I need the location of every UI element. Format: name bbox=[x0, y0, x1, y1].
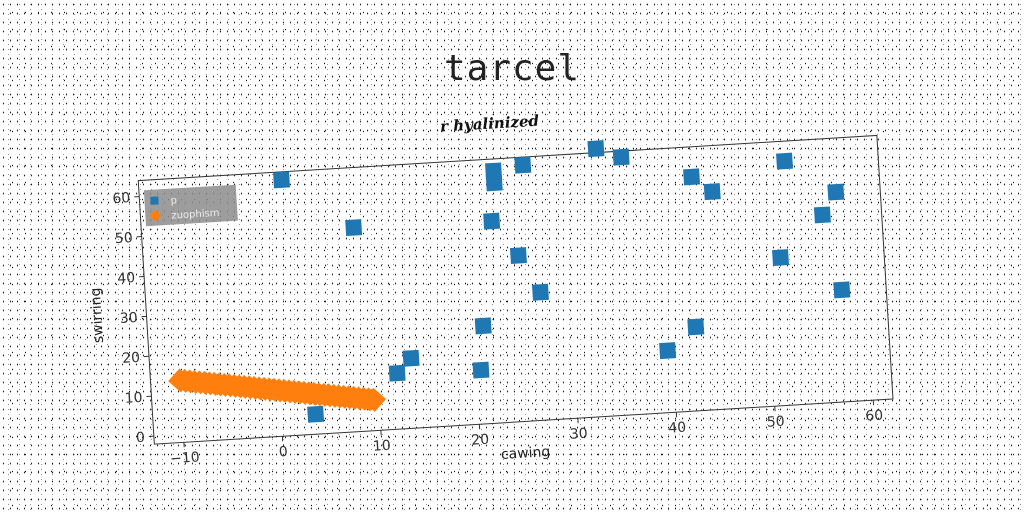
data-point bbox=[612, 148, 630, 166]
data-point bbox=[509, 247, 527, 265]
plot-frame bbox=[137, 134, 894, 445]
data-point bbox=[345, 219, 363, 237]
data-point bbox=[307, 405, 325, 423]
y-tick-label: 10 bbox=[124, 390, 143, 407]
data-point bbox=[683, 168, 701, 186]
data-point bbox=[273, 171, 290, 189]
legend-label-p: p bbox=[170, 195, 177, 206]
data-point bbox=[402, 349, 420, 367]
data-point bbox=[659, 342, 677, 360]
y-tick-label: 40 bbox=[117, 270, 136, 287]
data-point bbox=[483, 212, 501, 230]
y-axis: 0 10 20 30 40 50 60 bbox=[112, 190, 154, 447]
data-point bbox=[776, 152, 793, 170]
y-axis-label: swirring bbox=[88, 287, 107, 343]
y-tick-label: 0 bbox=[136, 430, 146, 447]
x-axis: −10 0 10 20 30 40 50 60 bbox=[170, 400, 884, 467]
data-point bbox=[362, 387, 387, 412]
y-tick-label: 50 bbox=[114, 230, 133, 247]
data-point bbox=[472, 361, 490, 379]
series-zuophism bbox=[168, 368, 387, 412]
data-point bbox=[813, 206, 831, 224]
data-point bbox=[827, 183, 845, 201]
plot-area: −10 0 10 20 30 40 50 60 0 10 20 30 40 50 60 p zuophism… bbox=[88, 134, 894, 467]
data-point bbox=[703, 183, 721, 201]
data-point bbox=[531, 283, 549, 301]
data-point bbox=[514, 156, 532, 174]
data-point bbox=[474, 317, 492, 335]
x-tick-label: 40 bbox=[668, 420, 687, 437]
data-point bbox=[485, 174, 503, 192]
y-tick-label: 60 bbox=[112, 190, 131, 207]
x-tick-label: −10 bbox=[170, 449, 200, 467]
y-tick-label: 30 bbox=[119, 310, 138, 327]
series-p bbox=[273, 140, 851, 423]
x-axis-label: cawing bbox=[500, 444, 550, 463]
y-tick-label: 20 bbox=[122, 350, 141, 367]
legend: p zuophism bbox=[143, 184, 238, 227]
x-tick-label: 0 bbox=[278, 444, 288, 461]
legend-marker-p bbox=[150, 196, 159, 205]
x-tick-label: 20 bbox=[471, 432, 490, 449]
chart-title: tarcel bbox=[443, 48, 581, 89]
x-tick-label: 50 bbox=[766, 414, 785, 431]
legend-marker-zuophism bbox=[149, 209, 162, 222]
data-point bbox=[833, 281, 851, 299]
series-layer bbox=[168, 140, 851, 423]
data-point bbox=[772, 249, 790, 267]
x-tick-label: 10 bbox=[372, 438, 391, 455]
x-tick-label: 30 bbox=[569, 426, 588, 443]
data-point bbox=[587, 140, 605, 158]
x-tick-label: 60 bbox=[865, 408, 884, 425]
data-point bbox=[687, 318, 705, 336]
data-point bbox=[388, 364, 406, 382]
legend-box bbox=[143, 184, 238, 227]
legend-label-zuophism: zuophism bbox=[171, 208, 220, 222]
